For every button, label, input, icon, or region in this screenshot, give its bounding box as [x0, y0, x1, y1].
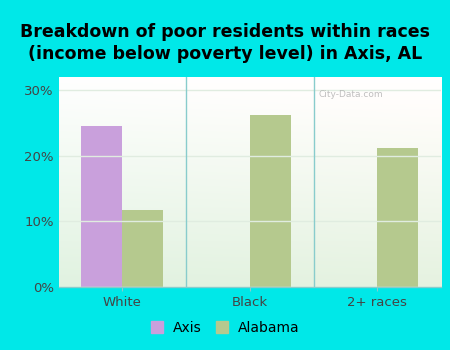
Bar [377, 148, 418, 287]
Bar [250, 115, 291, 287]
Bar [81, 126, 122, 287]
Legend: Axis, Alabama: Axis, Alabama [147, 317, 303, 340]
Text: Breakdown of poor residents within races
(income below poverty level) in Axis, A: Breakdown of poor residents within races… [20, 23, 430, 63]
Text: City-Data.com: City-Data.com [319, 90, 383, 99]
Bar [122, 210, 163, 287]
